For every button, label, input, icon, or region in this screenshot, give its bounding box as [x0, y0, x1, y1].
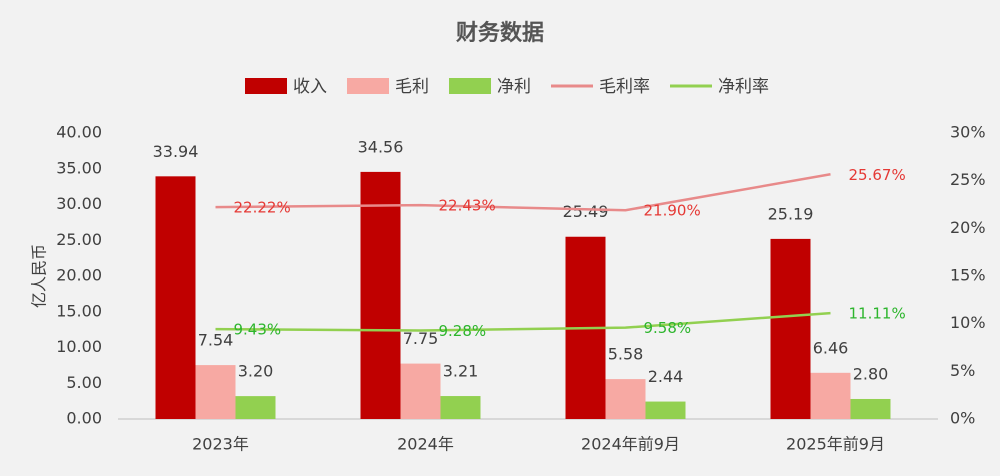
bar: [195, 365, 236, 419]
line-value-label: 9.28%: [439, 322, 487, 340]
y-tick-label: 25.00: [56, 230, 102, 249]
bar-value-label: 7.54: [198, 331, 234, 350]
bar-value-label: 2.44: [648, 367, 684, 386]
legend-label: 收入: [293, 77, 327, 97]
bar: [645, 401, 686, 419]
y2-tick-label: 30%: [950, 123, 986, 142]
y-tick-label: 15.00: [56, 301, 102, 320]
y-tick-label: 5.00: [66, 373, 102, 392]
bar-value-label: 5.58: [608, 345, 644, 364]
legend-swatch: [347, 78, 389, 94]
line: [215, 311, 831, 332]
y2-tick-label: 20%: [950, 218, 986, 237]
line-value-label: 9.58%: [644, 319, 692, 337]
y-tick-label: 40.00: [56, 123, 102, 142]
legend-label: 净利率: [718, 77, 769, 97]
line-value-label: 21.90%: [644, 202, 701, 220]
bar-value-label: 6.46: [813, 338, 849, 357]
bar-value-label: 25.49: [563, 202, 609, 221]
y2-tick-label: 5%: [950, 361, 975, 380]
bar: [810, 372, 851, 419]
line: [215, 173, 831, 212]
x-tick-label: 2024年前9月: [581, 435, 680, 454]
y2-tick-label: 25%: [950, 170, 986, 189]
line-value-label: 9.43%: [234, 321, 282, 339]
line-value-label: 22.22%: [234, 199, 291, 217]
bar-value-label: 25.19: [768, 204, 814, 223]
legend-swatch: [245, 78, 287, 94]
y-tick-label: 35.00: [56, 158, 102, 177]
x-tick-label: 2023年: [192, 435, 249, 454]
y2-tick-label: 10%: [950, 313, 986, 332]
bar-value-label: 3.20: [238, 362, 274, 381]
line-value-label: 25.67%: [849, 166, 906, 184]
bar-value-label: 3.21: [443, 362, 479, 381]
bar: [770, 238, 811, 419]
line-value-label: 22.43%: [439, 197, 496, 215]
legend-swatch: [449, 78, 491, 94]
x-tick-label: 2024年: [397, 435, 454, 454]
y-tick-label: 10.00: [56, 337, 102, 356]
bar: [400, 363, 441, 419]
y-axis-title: 亿人民币: [30, 244, 49, 308]
x-tick-label: 2025年前9月: [786, 435, 885, 454]
bar: [440, 396, 481, 419]
bar-value-label: 2.80: [853, 364, 889, 383]
bar-value-label: 34.56: [358, 137, 404, 156]
chart-title: 财务数据: [456, 20, 544, 46]
y2-tick-label: 0%: [950, 409, 975, 428]
legend-label: 毛利: [395, 77, 429, 97]
y-tick-label: 20.00: [56, 266, 102, 285]
bar: [850, 398, 891, 419]
legend-label: 毛利率: [599, 77, 650, 97]
bar-value-label: 33.94: [153, 142, 199, 161]
bar: [605, 379, 646, 419]
y-tick-label: 30.00: [56, 194, 102, 213]
bar: [235, 396, 276, 419]
legend-label: 净利: [497, 77, 531, 97]
y-tick-label: 0.00: [66, 409, 102, 428]
bar-value-label: 7.75: [403, 329, 439, 348]
line-value-label: 11.11%: [849, 305, 906, 323]
bar: [155, 176, 196, 419]
y2-tick-label: 15%: [950, 266, 986, 285]
bar: [360, 171, 401, 419]
